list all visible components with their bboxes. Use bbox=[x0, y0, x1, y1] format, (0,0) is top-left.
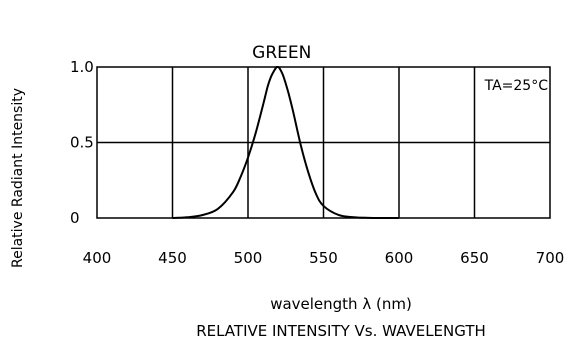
x-tick-label: 550 bbox=[309, 249, 338, 267]
grid-lines bbox=[97, 67, 550, 218]
x-axis-label: wavelength λ (nm) bbox=[270, 295, 412, 313]
chart-caption: RELATIVE INTENSITY Vs. WAVELENGTH bbox=[196, 322, 486, 340]
y-tick-labels: 0 0.5 1.0 bbox=[70, 58, 94, 227]
y-axis-label: Relative Radiant Intensity bbox=[10, 88, 26, 268]
series-line-green bbox=[172, 66, 399, 219]
chart-title: GREEN bbox=[252, 43, 311, 63]
temperature-annotation: TA=25°C bbox=[484, 78, 549, 94]
x-tick-labels: 400 450 500 550 600 650 700 bbox=[83, 249, 565, 267]
x-tick-label: 600 bbox=[385, 249, 414, 267]
x-tick-label: 450 bbox=[158, 249, 187, 267]
x-tick-label: 650 bbox=[460, 249, 489, 267]
x-tick-label: 700 bbox=[536, 249, 565, 267]
x-tick-label: 400 bbox=[83, 249, 112, 267]
y-tick-label: 1.0 bbox=[70, 58, 94, 76]
plot-frame bbox=[96, 66, 551, 219]
y-tick-label: 0.5 bbox=[70, 134, 94, 152]
y-tick-label: 0 bbox=[70, 209, 80, 227]
x-tick-label: 500 bbox=[234, 249, 263, 267]
